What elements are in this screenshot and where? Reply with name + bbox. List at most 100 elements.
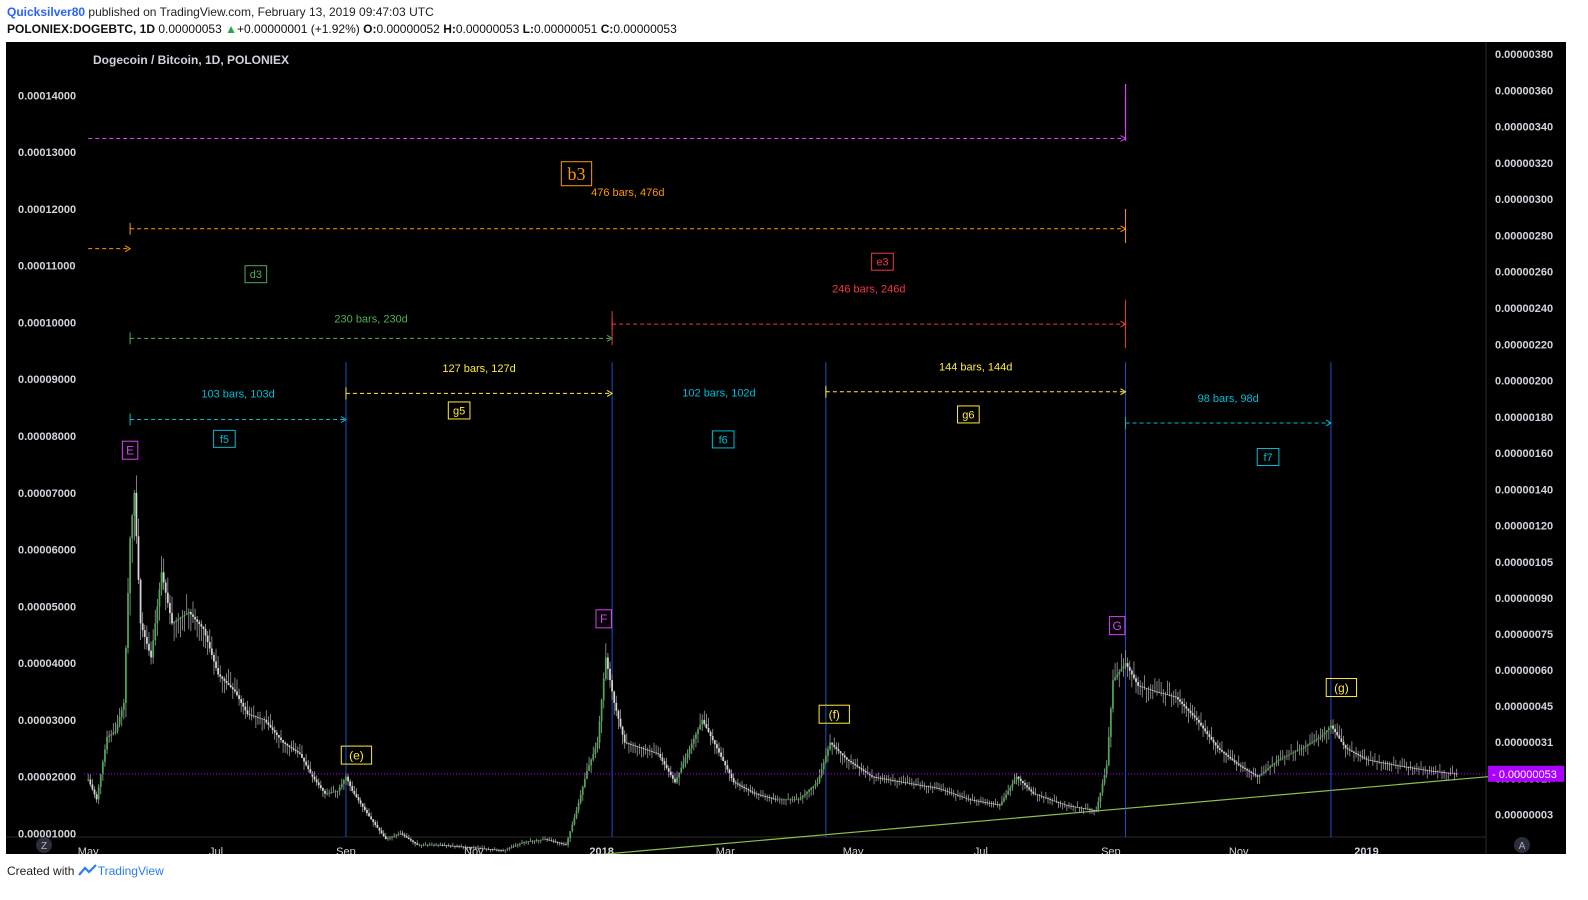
candle-down [1216, 745, 1219, 749]
candle-down [500, 850, 502, 851]
candle-down [1422, 769, 1425, 771]
candle-up [581, 786, 584, 795]
candle-down [1141, 686, 1144, 688]
candle-down [261, 718, 264, 720]
candle-up [544, 839, 546, 840]
candle-down [952, 793, 955, 795]
x-axis-tick: 2019 [1354, 846, 1378, 854]
author-name[interactable]: Quicksilver80 [7, 5, 86, 19]
candle-down [229, 685, 232, 688]
candle-down [657, 753, 660, 755]
candle-up [87, 779, 90, 781]
candle-down [1237, 763, 1240, 766]
candle-up [1001, 801, 1003, 806]
candle-down [470, 847, 473, 849]
candle-down [208, 642, 211, 649]
candle-down [554, 841, 557, 843]
candle-down [1445, 772, 1448, 774]
candle-up [330, 792, 333, 794]
cycle-label-box [595, 609, 612, 629]
candle-down [1250, 771, 1253, 773]
candle-down [617, 710, 620, 719]
candle-down [967, 798, 970, 800]
candle-up [1306, 744, 1309, 746]
candle-down [1195, 717, 1198, 720]
candle-down [194, 616, 196, 620]
candle-up [106, 736, 108, 750]
candle-up [789, 799, 792, 801]
candle-down [1231, 758, 1234, 761]
candle-down [309, 769, 312, 773]
candle-down [474, 847, 477, 849]
candle-down [973, 800, 976, 801]
candle-up [179, 617, 182, 620]
candle-up [1317, 738, 1320, 740]
candle-down [655, 752, 658, 754]
candle-down [169, 602, 171, 614]
candle-up [1290, 753, 1293, 755]
candle-down [864, 770, 867, 773]
candle-down [443, 845, 446, 846]
candle-down [294, 749, 297, 752]
low-label: L: [522, 22, 534, 36]
candle-down [1388, 763, 1391, 765]
candle-down [713, 740, 716, 745]
price-chart[interactable]: Dogecoin / Bitcoin, 1D, POLONIEX 0.000140… [6, 42, 1566, 854]
dashed-level-arrow [124, 245, 132, 253]
candle-down [380, 830, 383, 834]
candle-down [715, 744, 718, 749]
candle-up [175, 620, 178, 622]
candle-down [546, 839, 549, 840]
candle-down [992, 803, 995, 805]
candle-down [1021, 780, 1024, 784]
candle-down [1153, 690, 1156, 692]
candle-down [1380, 762, 1383, 763]
candle-down [481, 848, 484, 850]
candle-down [1034, 793, 1037, 795]
candle-down [898, 781, 901, 783]
candle-up [594, 748, 597, 754]
tradingview-brand[interactable]: TradingView [97, 864, 164, 878]
open-label: O: [363, 22, 377, 36]
candle-up [393, 835, 396, 837]
candle-down [363, 806, 366, 811]
candle-down [663, 761, 666, 765]
candle-down [1361, 756, 1364, 758]
candle-down [303, 757, 305, 762]
cycle-label: F [600, 612, 607, 626]
candle-up [99, 774, 102, 787]
right-axis-tick: 0.00000180 [1495, 412, 1553, 424]
candle-up [806, 791, 808, 794]
measure-label-e3: 246 bars, 246d [832, 283, 905, 295]
candle-down [192, 614, 194, 617]
candle-down [1172, 696, 1175, 697]
close-label: C: [600, 22, 614, 36]
candle-down [1156, 691, 1158, 693]
candle-up [1007, 790, 1010, 795]
candle-up [173, 621, 176, 624]
candle-down [1353, 751, 1355, 753]
candle-down [1409, 767, 1412, 769]
candle-up [1311, 741, 1313, 744]
candle-down [171, 613, 173, 624]
candle-down [877, 777, 880, 779]
candle-down [613, 691, 616, 703]
candle-down [1378, 761, 1381, 763]
x-axis-tick: Nov [464, 846, 484, 854]
trendline-green [598, 776, 1489, 854]
candle-down [282, 740, 284, 743]
candle-down [1252, 772, 1255, 775]
candle-down [1193, 715, 1196, 718]
candle-down [1026, 785, 1028, 788]
candle-down [1183, 703, 1186, 707]
chart-title: Dogecoin / Bitcoin, 1D, POLONIEX [93, 53, 289, 67]
left-axis-tick: 0.00012000 [18, 204, 76, 216]
candle-down [1091, 809, 1093, 811]
candle-down [145, 636, 148, 644]
candle-down [980, 801, 982, 803]
candle-down [630, 744, 632, 745]
candle-down [1394, 764, 1397, 766]
candle-down [1162, 693, 1165, 695]
candle-down [384, 836, 387, 840]
cycle-label: E [126, 444, 134, 458]
